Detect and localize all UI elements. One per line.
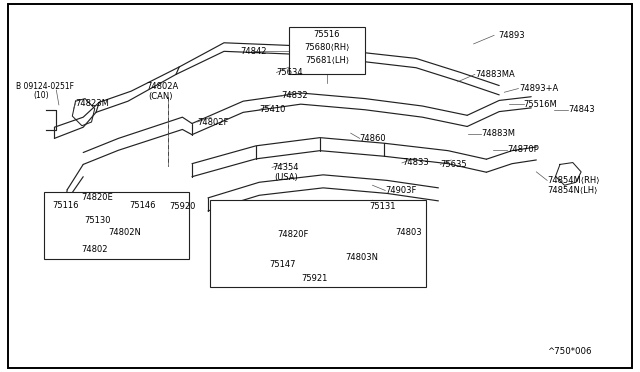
Text: 75921: 75921 <box>301 274 328 283</box>
Text: 74802A: 74802A <box>146 82 178 91</box>
Text: 75147: 75147 <box>269 260 296 269</box>
Text: 74870P: 74870P <box>507 145 539 154</box>
Text: (10): (10) <box>33 92 49 100</box>
Text: 74833: 74833 <box>402 158 429 167</box>
Text: 74883MA: 74883MA <box>475 70 515 79</box>
Bar <box>289 27 365 74</box>
Text: 74820F: 74820F <box>277 230 309 239</box>
Text: 74893+A: 74893+A <box>520 84 559 93</box>
Text: B 09124-0251F: B 09124-0251F <box>16 82 74 91</box>
Text: 74802N: 74802N <box>108 228 141 237</box>
Text: 74803: 74803 <box>395 228 422 237</box>
Text: (USA): (USA) <box>274 173 298 182</box>
Text: (CAN): (CAN) <box>148 92 173 101</box>
Text: 75516M: 75516M <box>524 100 557 109</box>
Text: 75920: 75920 <box>169 202 196 211</box>
Text: 74354: 74354 <box>272 163 298 172</box>
Text: 74854N⟨LH⟩: 74854N⟨LH⟩ <box>547 186 598 195</box>
Text: 74854M⟨RH⟩: 74854M⟨RH⟩ <box>547 176 600 185</box>
Text: 74802F: 74802F <box>197 118 228 126</box>
Text: 75116: 75116 <box>52 201 79 210</box>
Text: 74832: 74832 <box>282 92 308 100</box>
Bar <box>44 192 189 259</box>
Text: 75516: 75516 <box>314 30 340 39</box>
Text: ^750*006: ^750*006 <box>547 347 592 356</box>
Text: 75146: 75146 <box>129 201 156 210</box>
Text: 75131: 75131 <box>369 202 396 211</box>
Text: 75410: 75410 <box>259 105 285 114</box>
Text: 74883M: 74883M <box>481 129 515 138</box>
Bar <box>210 200 426 287</box>
Text: 75681⟨LH⟩: 75681⟨LH⟩ <box>305 56 349 65</box>
Text: 74860: 74860 <box>360 134 387 143</box>
Text: 74903F: 74903F <box>385 186 417 195</box>
Text: 74803N: 74803N <box>345 253 378 262</box>
Text: 74842: 74842 <box>240 47 266 56</box>
Text: 74843: 74843 <box>568 105 595 114</box>
Text: 74823M: 74823M <box>76 99 109 108</box>
Text: 74802: 74802 <box>81 246 108 254</box>
Text: 75634: 75634 <box>276 68 303 77</box>
Text: 75680⟨RH⟩: 75680⟨RH⟩ <box>305 43 349 52</box>
Text: 74820E: 74820E <box>81 193 113 202</box>
Text: 75130: 75130 <box>84 216 111 225</box>
Text: 74893: 74893 <box>498 31 525 40</box>
Text: 75635: 75635 <box>440 160 467 169</box>
